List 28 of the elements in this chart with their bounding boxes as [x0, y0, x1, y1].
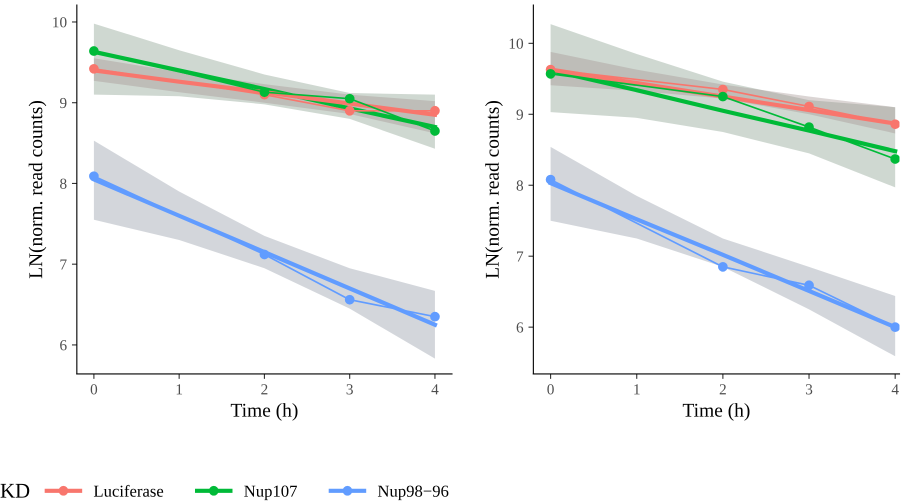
legend-label: Nup107	[244, 486, 297, 500]
y-tick-label: 6	[516, 322, 524, 333]
legend-label: Nup98−96	[378, 486, 448, 500]
y-tick-label: 10	[510, 38, 524, 49]
x-tick-label: 3	[806, 384, 812, 394]
y-tick-label: 8	[60, 178, 67, 189]
x-tick-label: 1	[634, 384, 640, 394]
x-tick-label: 1	[176, 384, 182, 394]
x-tick-label: 2	[720, 384, 726, 394]
x-tick-label: 4	[892, 384, 899, 394]
y-axis-title: LN(norm. read counts)	[28, 101, 46, 278]
x-axis-title: Time (h)	[682, 403, 750, 421]
y-tick-label: 6	[60, 340, 67, 350]
legend-title: KD	[0, 484, 30, 498]
y-tick-label: 9	[516, 109, 524, 120]
legend-label: Luciferase	[94, 484, 164, 497]
y-tick-label: 10	[53, 17, 67, 28]
x-tick-label: 4	[431, 384, 439, 394]
y-tick-label: 8	[516, 180, 524, 191]
x-axis-title: Time (h)	[230, 403, 298, 421]
x-tick-label: 3	[346, 384, 353, 394]
y-tick-label: 9	[60, 98, 66, 108]
y-tick-label: 7	[517, 252, 524, 262]
x-tick-label: 0	[90, 384, 98, 394]
y-tick-label: 7	[60, 259, 67, 270]
x-tick-label: 0	[547, 384, 554, 394]
y-axis-title: LN(norm. read counts)	[485, 101, 503, 278]
x-tick-label: 2	[261, 384, 268, 394]
